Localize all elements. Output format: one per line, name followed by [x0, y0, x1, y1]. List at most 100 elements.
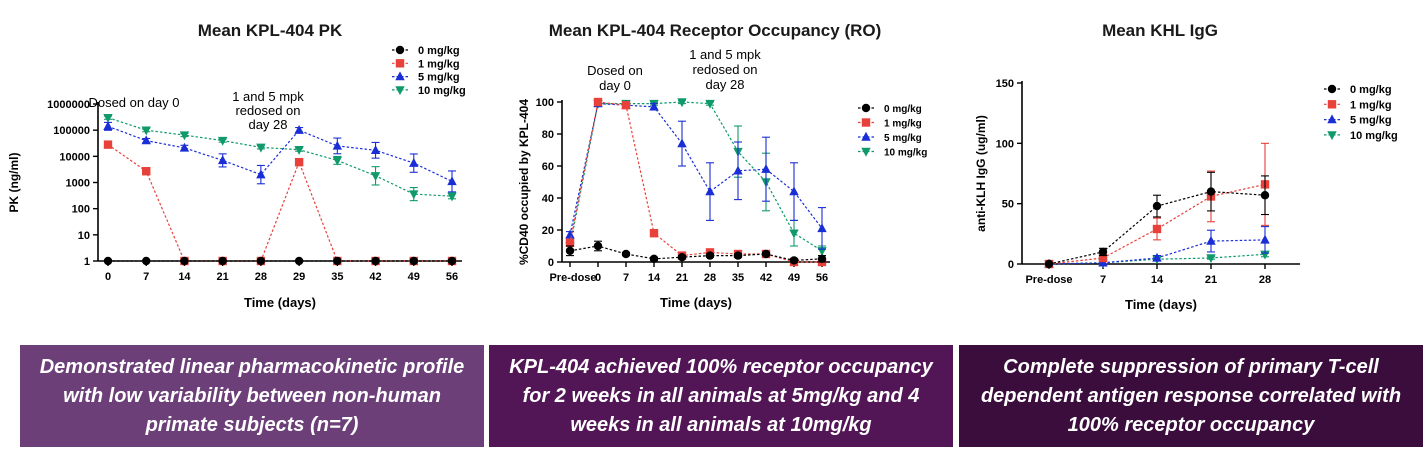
igg-data-point [1206, 187, 1216, 196]
pk-x-axis-label: Time (days) [244, 295, 316, 310]
pk-y-tick-label: 10000 [59, 151, 90, 163]
ro-x-tick-label: 21 [676, 272, 688, 284]
pk-annotation: redosed on [235, 103, 300, 118]
pk-data-point [447, 192, 457, 202]
ro-chart-title: Mean KPL-404 Receptor Occupancy (RO) [549, 21, 882, 40]
pk-y-tick-label: 1000 [66, 178, 90, 190]
igg-data-point [1044, 259, 1054, 269]
igg-legend-marker [1327, 100, 1337, 109]
ro-series-1 [565, 97, 827, 267]
ro-x-tick-label: 42 [760, 272, 772, 284]
igg-x-axis-label: Time (days) [1125, 297, 1197, 312]
ro-data-point [649, 254, 659, 263]
ro-data-point [565, 238, 575, 247]
igg-data-point [1152, 201, 1162, 211]
ro-legend-label: 10 mg/kg [884, 148, 927, 159]
pk-data-point [103, 256, 113, 266]
ro-summary-banner: KPL-404 achieved 100% receptor occupancy… [489, 345, 953, 447]
igg-series-line [1048, 183, 1266, 265]
pk-data-point [141, 126, 151, 136]
pk-legend-label: 5 mg/kg [418, 72, 460, 84]
pk-data-point [332, 140, 343, 150]
ro-data-point [733, 165, 743, 175]
ro-x-tick-label: 35 [732, 272, 744, 284]
pk-x-tick-label: 7 [143, 271, 149, 283]
ro-data-point [789, 229, 799, 239]
pk-y-tick-label: 100000 [53, 125, 90, 137]
pk-data-point [179, 131, 190, 141]
ro-x-tick-label: 56 [816, 272, 828, 284]
pk-data-point [447, 176, 457, 186]
ro-series-line [569, 101, 822, 263]
igg-legend-label: 5 mg/kg [1350, 115, 1392, 127]
ro-annotation: day 0 [599, 78, 631, 93]
ro-data-point [761, 249, 771, 259]
pk-data-point [409, 190, 419, 200]
ro-x-tick-label: 28 [704, 272, 716, 284]
ro-data-point [565, 229, 575, 239]
pk-series-3 [103, 113, 457, 202]
ro-data-point [817, 223, 827, 233]
pk-data-point [218, 256, 227, 266]
charts-canvas: Mean KPL-404 PK1101001000100001000001000… [7, 21, 1398, 312]
ro-data-point [789, 186, 799, 196]
pk-data-point [333, 256, 342, 266]
igg-series-0 [1044, 171, 1270, 269]
ro-data-point [705, 99, 715, 109]
ro-x-tick-label: 0 [595, 272, 601, 284]
ro-legend-label: 5 mg/kg [884, 133, 922, 144]
pk-x-tick-label: 42 [369, 271, 381, 283]
ro-series-0 [565, 240, 827, 265]
ro-data-point [593, 97, 603, 107]
pk-summary-text: Demonstrated linear pharmacokinetic prof… [39, 355, 465, 436]
ro-data-point [677, 138, 687, 148]
ro-x-tick-label: Pre-dose [549, 272, 596, 284]
pk-x-tick-label: 49 [408, 271, 420, 283]
pk-annotation: 1 and 5 mpk [232, 89, 304, 104]
pk-x-tick-label: 29 [293, 271, 305, 283]
ro-data-point [789, 256, 799, 265]
ro-legend-marker [861, 103, 871, 113]
ro-data-point [593, 241, 603, 251]
ro-legend-label: 0 mg/kg [884, 104, 922, 115]
ro-x-tick-label: 49 [788, 272, 800, 284]
pk-data-point [103, 113, 113, 123]
ro-summary-text: KPL-404 achieved 100% receptor occupancy… [509, 355, 933, 436]
pk-legend-marker [395, 86, 405, 96]
ro-series-3 [565, 98, 827, 257]
igg-y-tick-label: 100 [996, 138, 1014, 150]
pk-data-point [371, 256, 380, 266]
pk-data-point [294, 256, 304, 266]
ro-data-point [677, 98, 687, 108]
ro-annotation: 1 and 5 mpk [689, 47, 761, 62]
igg-x-tick-label: 28 [1259, 274, 1271, 286]
pk-data-point [179, 142, 190, 152]
pk-legend-marker [395, 45, 405, 55]
ro-annotation: day 28 [705, 77, 744, 92]
pk-legend-label: 10 mg/kg [418, 85, 466, 97]
pk-x-tick-label: 28 [255, 271, 267, 283]
pk-series-0 [103, 256, 457, 266]
igg-data-point [1260, 234, 1270, 244]
igg-x-tick-label: 14 [1151, 274, 1164, 286]
ro-data-point [761, 164, 771, 173]
pk-legend-label: 0 mg/kg [418, 45, 460, 57]
igg-x-tick-label: 21 [1205, 274, 1217, 286]
pk-series-line [107, 144, 452, 262]
pk-data-point [370, 145, 381, 155]
ro-y-tick-label: 40 [542, 193, 554, 205]
pk-data-point [409, 256, 418, 266]
ro-x-tick-label: 7 [623, 272, 629, 284]
ro-data-point [733, 251, 743, 260]
ro-annotation: redosed on [692, 62, 757, 77]
ro-legend-marker [861, 118, 871, 127]
ro-annotation: Dosed on [587, 63, 643, 78]
pk-data-point [103, 140, 113, 149]
pk-data-point [256, 256, 266, 266]
ro-data-point [705, 251, 715, 260]
pk-data-point [142, 167, 151, 176]
igg-legend-marker [1327, 114, 1337, 124]
igg-x-tick-label: Pre-dose [1025, 274, 1072, 286]
pk-summary-banner: Demonstrated linear pharmacokinetic prof… [20, 345, 484, 447]
pk-y-axis-label: PK (ng/ml) [7, 153, 21, 213]
